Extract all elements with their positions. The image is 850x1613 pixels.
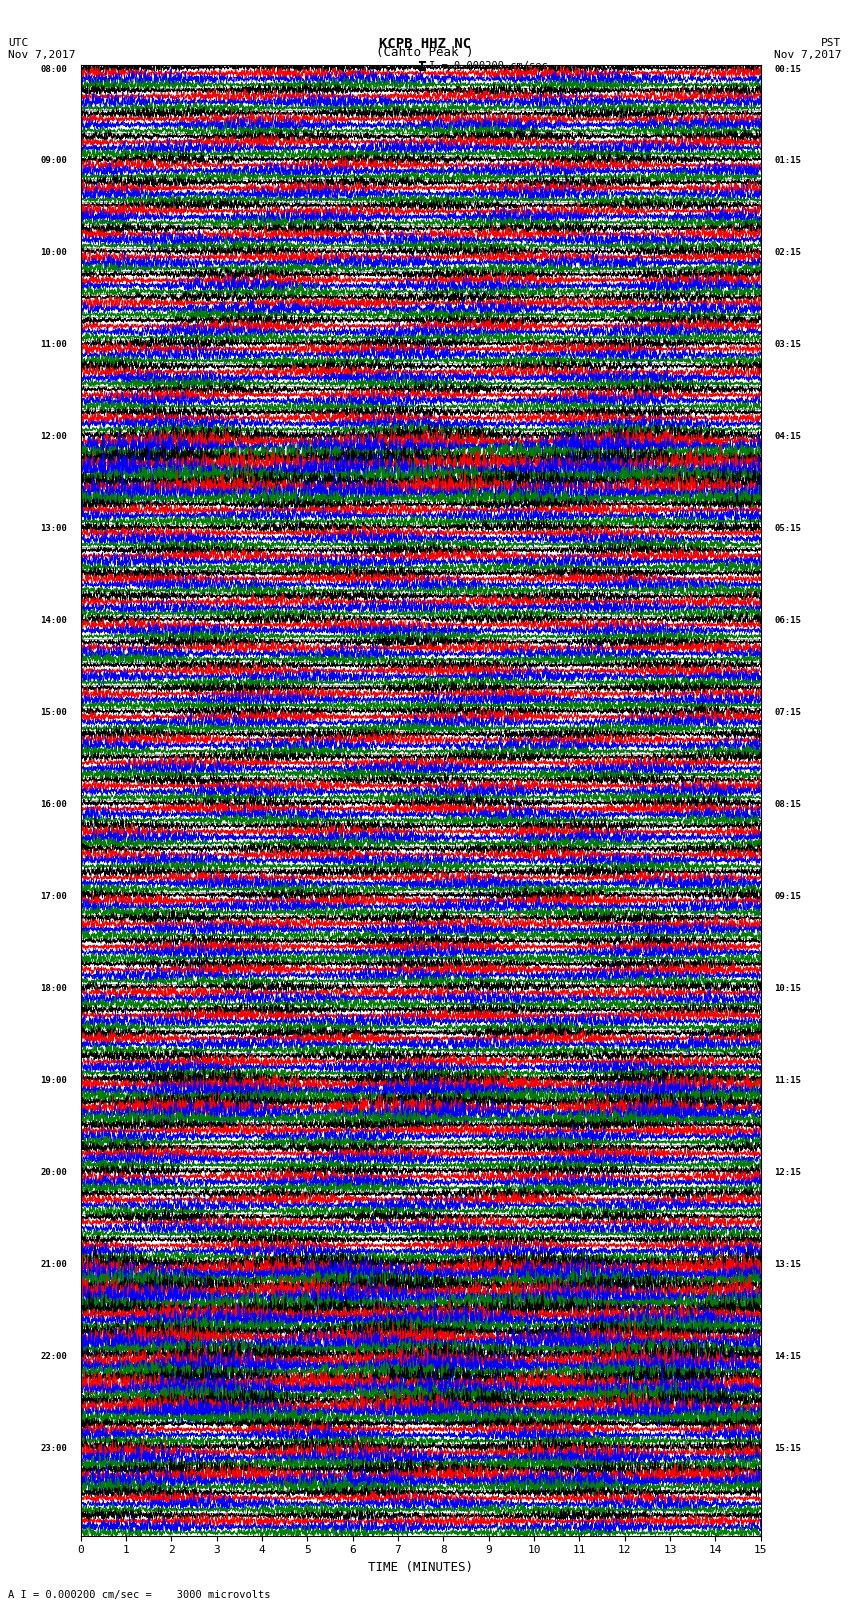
Text: 02:15: 02:15 [774, 248, 802, 258]
Text: 13:00: 13:00 [40, 524, 67, 534]
Text: 09:15: 09:15 [774, 892, 802, 902]
Text: 12:15: 12:15 [774, 1168, 802, 1177]
Text: 19:00: 19:00 [40, 1076, 67, 1086]
Text: 06:15: 06:15 [774, 616, 802, 626]
Text: 10:15: 10:15 [774, 984, 802, 994]
Text: 09:00: 09:00 [40, 156, 67, 166]
Text: 11:00: 11:00 [40, 340, 67, 350]
Text: (Cahto Peak ): (Cahto Peak ) [377, 45, 473, 58]
Text: 21:00: 21:00 [40, 1260, 67, 1269]
Text: UTC: UTC [8, 39, 29, 48]
Text: 00:15: 00:15 [774, 65, 802, 74]
Text: 10:00: 10:00 [40, 248, 67, 258]
Text: PST: PST [821, 39, 842, 48]
Text: 15:00: 15:00 [40, 708, 67, 718]
Text: 18:00: 18:00 [40, 984, 67, 994]
Text: 16:00: 16:00 [40, 800, 67, 810]
Text: 13:15: 13:15 [774, 1260, 802, 1269]
X-axis label: TIME (MINUTES): TIME (MINUTES) [368, 1561, 473, 1574]
Text: I = 0.000200 cm/sec: I = 0.000200 cm/sec [429, 61, 548, 71]
Text: 12:00: 12:00 [40, 432, 67, 442]
Text: 03:15: 03:15 [774, 340, 802, 350]
Text: 08:00: 08:00 [40, 65, 67, 74]
Text: 17:00: 17:00 [40, 892, 67, 902]
Text: KCPB HHZ NC: KCPB HHZ NC [379, 37, 471, 50]
Text: 20:00: 20:00 [40, 1168, 67, 1177]
Text: 15:15: 15:15 [774, 1444, 802, 1453]
Text: 08:15: 08:15 [774, 800, 802, 810]
Text: Nov 7,2017: Nov 7,2017 [8, 50, 76, 60]
Text: 01:15: 01:15 [774, 156, 802, 166]
Text: 05:15: 05:15 [774, 524, 802, 534]
Text: 14:00: 14:00 [40, 616, 67, 626]
Text: 22:00: 22:00 [40, 1352, 67, 1361]
Text: 11:15: 11:15 [774, 1076, 802, 1086]
Text: Nov 7,2017: Nov 7,2017 [774, 50, 842, 60]
Text: 14:15: 14:15 [774, 1352, 802, 1361]
Text: A I = 0.000200 cm/sec =    3000 microvolts: A I = 0.000200 cm/sec = 3000 microvolts [8, 1590, 271, 1600]
Text: 04:15: 04:15 [774, 432, 802, 442]
Text: 23:00: 23:00 [40, 1444, 67, 1453]
Text: 07:15: 07:15 [774, 708, 802, 718]
